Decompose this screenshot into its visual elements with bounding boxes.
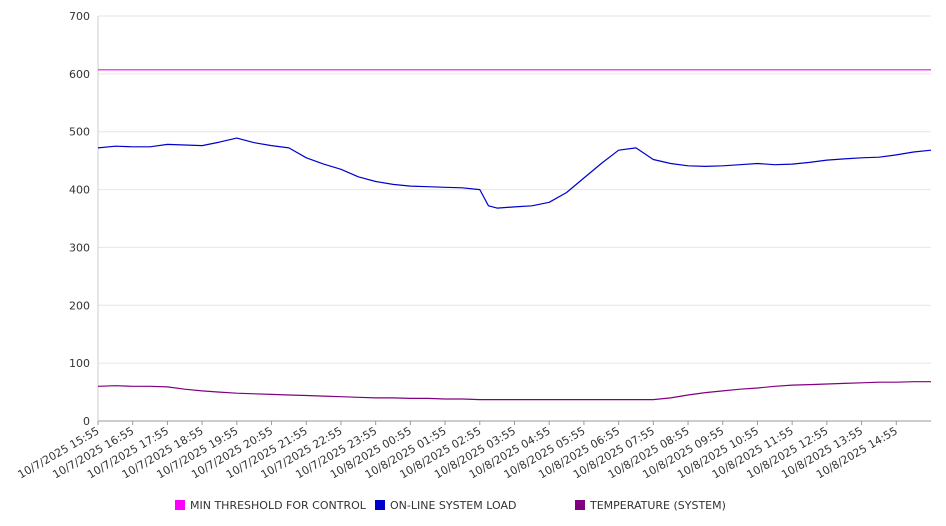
legend-swatch [175,500,185,510]
legend: MIN THRESHOLD FOR CONTROL ON-LINE SYSTEM … [175,499,726,512]
y-tick-label: 400 [69,184,90,197]
legend-label: TEMPERATURE (SYSTEM) [589,499,726,512]
legend-label: MIN THRESHOLD FOR CONTROL [190,499,367,512]
y-tick-label: 0 [83,415,90,428]
y-tick-label: 600 [69,68,90,81]
grid-lines [98,15,931,364]
y-axis-tick-labels: 0 100 200 300 400 500 600 700 [69,10,90,428]
y-tick-label: 200 [69,299,90,312]
series-line-temperature-system [97,381,931,401]
axes [97,16,931,425]
legend-label: ON-LINE SYSTEM LOAD [390,499,516,512]
series-line-on-line-system-load [97,137,932,209]
y-tick-label: 700 [69,10,90,23]
series-lines [97,69,932,401]
y-tick-label: 300 [69,241,90,254]
legend-swatch [575,500,585,510]
y-tick-label: 500 [69,126,90,139]
y-tick-label: 100 [69,357,90,370]
legend-swatch [375,500,385,510]
